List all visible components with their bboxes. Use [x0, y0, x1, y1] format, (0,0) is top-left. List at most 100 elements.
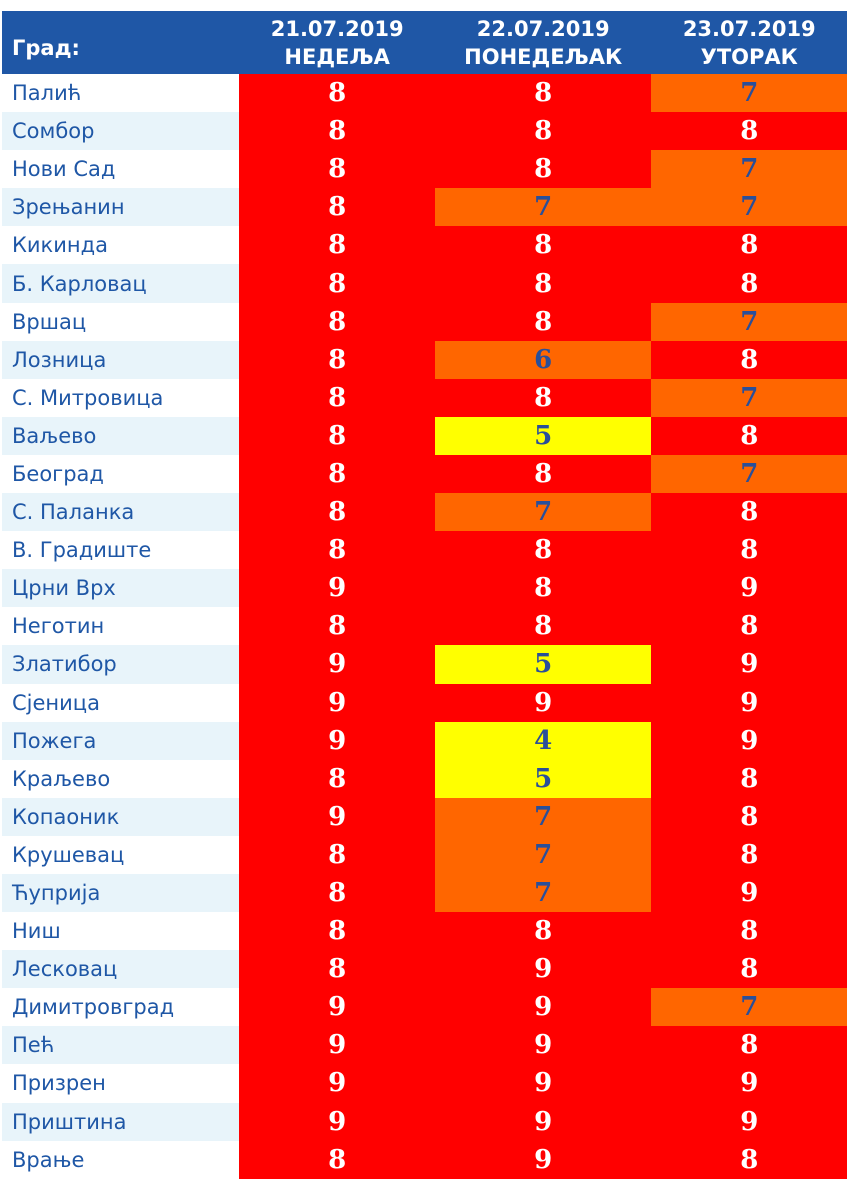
- table-row: Нови Сад 8 8 7: [2, 150, 847, 189]
- header-date: 22.07.2019: [476, 16, 610, 41]
- table-row: Неготин 8 8 8: [2, 607, 847, 646]
- table-row: В. Градиште 8 8 8: [2, 531, 847, 570]
- uv-value-cell: 8: [239, 759, 435, 798]
- uv-value-cell: 8: [651, 759, 847, 798]
- uv-value-cell: 4: [434, 721, 652, 760]
- uv-value-cell: 8: [651, 950, 847, 989]
- uv-value-cell: 5: [434, 645, 652, 684]
- uv-value-cell: 8: [434, 264, 652, 303]
- table-row: Приштина 9 9 9: [2, 1102, 847, 1141]
- table-row: Сјеница 9 9 9: [2, 683, 847, 722]
- uv-value-cell: 8: [651, 797, 847, 836]
- uv-value-cell: 9: [651, 721, 847, 760]
- uv-value-cell: 7: [651, 302, 847, 341]
- uv-value-cell: 8: [434, 531, 652, 570]
- uv-value-cell: 8: [651, 493, 847, 532]
- uv-value-cell: 9: [239, 1026, 435, 1065]
- table-row: Вршац 8 8 7: [2, 302, 847, 341]
- table-row: Врање 8 9 8: [2, 1140, 847, 1179]
- uv-value-cell: 9: [651, 873, 847, 913]
- city-name: Нови Сад: [2, 150, 240, 189]
- uv-value-cell: 8: [239, 1140, 435, 1179]
- uv-value-cell: 9: [434, 683, 652, 722]
- uv-value-cell: 8: [434, 569, 652, 608]
- uv-value-cell: 8: [651, 416, 847, 455]
- uv-value-cell: 8: [239, 835, 435, 874]
- uv-value-cell: 8: [651, 340, 847, 379]
- uv-value-cell: 8: [651, 912, 847, 951]
- city-name: Палић: [2, 74, 240, 113]
- table-row: Пожега 9 4 9: [2, 721, 847, 760]
- uv-value-cell: 8: [434, 226, 652, 265]
- day-column-header: 22.07.2019 ПОНЕДЕЉАК: [435, 11, 652, 74]
- uv-value-cell: 8: [239, 112, 435, 151]
- city-name: Ниш: [2, 912, 240, 951]
- city-name: Ћуприја: [2, 873, 240, 913]
- uv-value-cell: 9: [434, 1064, 652, 1103]
- city-name: Димитровград: [2, 988, 240, 1027]
- table-row: Б. Карловац 8 8 8: [2, 264, 847, 303]
- day-column-header: 23.07.2019 УТОРАК: [651, 11, 847, 74]
- uv-value-cell: 9: [651, 683, 847, 722]
- uv-value-cell: 8: [239, 531, 435, 570]
- uv-value-cell: 8: [434, 302, 652, 341]
- table-row: Краљево 8 5 8: [2, 759, 847, 798]
- table-row: Лозница 8 6 8: [2, 340, 847, 379]
- uv-value-cell: 9: [239, 1064, 435, 1103]
- table-row: Димитровград 9 9 7: [2, 988, 847, 1027]
- uv-value-cell: 8: [651, 264, 847, 303]
- uv-value-cell: 9: [239, 797, 435, 836]
- uv-value-cell: 9: [434, 1026, 652, 1065]
- city-column-header: Град:: [12, 36, 80, 60]
- uv-value-cell: 8: [434, 454, 652, 494]
- city-name: Неготин: [2, 607, 240, 646]
- uv-value-cell: 7: [434, 835, 652, 874]
- city-name: Лозница: [2, 340, 240, 379]
- city-name: С. Митровица: [2, 378, 240, 417]
- uv-value-cell: 8: [651, 607, 847, 646]
- header-weekday: НЕДЕЉА: [284, 44, 390, 69]
- header-weekday: УТОРАК: [700, 44, 798, 69]
- city-name: Краљево: [2, 759, 240, 798]
- header-weekday: ПОНЕДЕЉАК: [464, 44, 623, 69]
- table-row: Ћуприја 8 7 9: [2, 873, 847, 913]
- uv-value-cell: 7: [651, 74, 847, 113]
- city-name: Врање: [2, 1140, 240, 1179]
- uv-value-cell: 8: [239, 912, 435, 951]
- uv-value-cell: 8: [239, 378, 435, 417]
- uv-value-cell: 8: [239, 454, 435, 494]
- uv-value-cell: 7: [434, 188, 652, 227]
- table-row: Црни Врх 9 8 9: [2, 569, 847, 608]
- uv-value-cell: 9: [239, 569, 435, 608]
- uv-value-cell: 8: [239, 416, 435, 455]
- table-row: Копаоник 9 7 8: [2, 797, 847, 836]
- uv-value-cell: 7: [434, 873, 652, 913]
- city-name: Црни Врх: [2, 569, 240, 608]
- city-name: Београд: [2, 454, 240, 494]
- header-date: 23.07.2019: [682, 16, 816, 41]
- uv-value-cell: 8: [239, 493, 435, 532]
- uv-value-cell: 7: [651, 988, 847, 1027]
- uv-value-cell: 7: [651, 454, 847, 494]
- uv-value-cell: 8: [651, 531, 847, 570]
- uv-value-cell: 8: [239, 302, 435, 341]
- uv-value-cell: 9: [651, 1102, 847, 1141]
- uv-value-cell: 9: [239, 721, 435, 760]
- uv-value-cell: 8: [239, 150, 435, 189]
- uv-value-cell: 9: [434, 1102, 652, 1141]
- city-name: В. Градиште: [2, 531, 240, 570]
- uv-value-cell: 8: [239, 264, 435, 303]
- table-row: Призрен 9 9 9: [2, 1064, 847, 1103]
- uv-value-cell: 9: [239, 1102, 435, 1141]
- uv-value-cell: 9: [239, 683, 435, 722]
- city-name: Сомбор: [2, 112, 240, 151]
- uv-value-cell: 5: [434, 416, 652, 455]
- header-date: 21.07.2019: [270, 16, 404, 41]
- city-name: Кикинда: [2, 226, 240, 265]
- city-name: Пожега: [2, 721, 240, 760]
- table-body: Палић 8 8 7 Сомбор 8 8 8 Нови Сад 8 8 7 Зрењанин 8 7 7 К…: [2, 74, 847, 1179]
- table-row: Пећ 9 9 8: [2, 1026, 847, 1065]
- uv-value-cell: 8: [239, 950, 435, 989]
- uv-value-cell: 5: [434, 759, 652, 798]
- table-row: С. Митровица 8 8 7: [2, 378, 847, 417]
